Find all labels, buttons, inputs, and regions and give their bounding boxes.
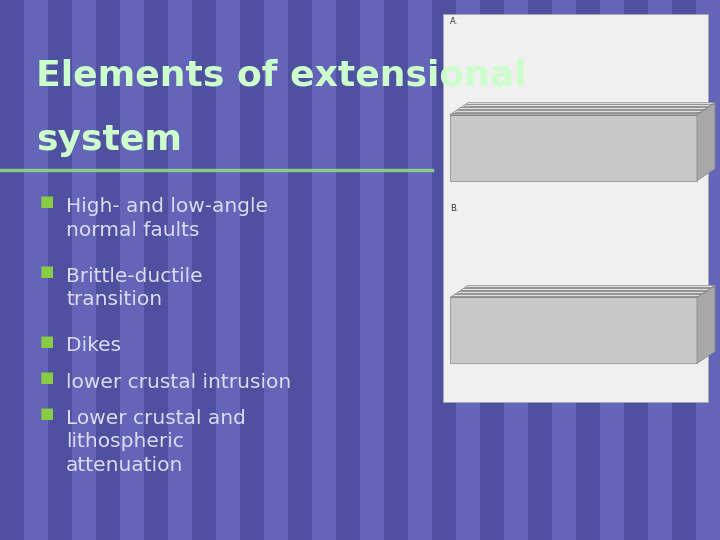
Polygon shape [450, 298, 697, 363]
Bar [288, 0, 312, 540]
Bar [432, 0, 456, 540]
Text: ■: ■ [40, 406, 54, 421]
Polygon shape [697, 103, 715, 181]
Bar [480, 0, 504, 540]
Text: Lower crustal and
lithospheric
attenuation: Lower crustal and lithospheric attenuati… [66, 409, 246, 475]
Text: Dikes: Dikes [66, 336, 122, 355]
Bar [312, 0, 336, 540]
Text: High- and low-angle
normal faults: High- and low-angle normal faults [66, 197, 269, 240]
Bar [72, 0, 96, 540]
Bar [336, 0, 360, 540]
Text: A.: A. [450, 17, 458, 26]
Bar [456, 0, 480, 540]
Polygon shape [697, 286, 715, 363]
Bar [360, 0, 384, 540]
Bar [240, 0, 264, 540]
Bar [384, 0, 408, 540]
Bar [504, 0, 528, 540]
Bar [648, 0, 672, 540]
Bar [120, 0, 144, 540]
Bar [672, 0, 696, 540]
Bar [600, 0, 624, 540]
Bar [528, 0, 552, 540]
Text: Elements of extensional: Elements of extensional [36, 59, 526, 92]
Text: ■: ■ [40, 334, 54, 349]
Bar [408, 0, 432, 540]
Bar [192, 0, 216, 540]
Polygon shape [450, 114, 697, 181]
Bar [264, 0, 288, 540]
Text: Brittle-ductile
transition: Brittle-ductile transition [66, 267, 203, 309]
Text: ■: ■ [40, 194, 54, 210]
Bar [216, 0, 240, 540]
Bar [443, 14, 708, 402]
Bar [168, 0, 192, 540]
Bar [576, 0, 600, 540]
Bar [624, 0, 648, 540]
Bar [48, 0, 72, 540]
Bar [24, 0, 48, 540]
Text: B.: B. [450, 204, 459, 213]
Bar [144, 0, 168, 540]
Text: system: system [36, 124, 182, 157]
Polygon shape [450, 286, 715, 298]
Bar [96, 0, 120, 540]
Bar [552, 0, 576, 540]
Polygon shape [450, 103, 715, 114]
Text: ■: ■ [40, 370, 54, 385]
Bar [696, 0, 720, 540]
Text: lower crustal intrusion: lower crustal intrusion [66, 373, 292, 392]
Bar [0, 0, 24, 540]
Text: ■: ■ [40, 264, 54, 279]
